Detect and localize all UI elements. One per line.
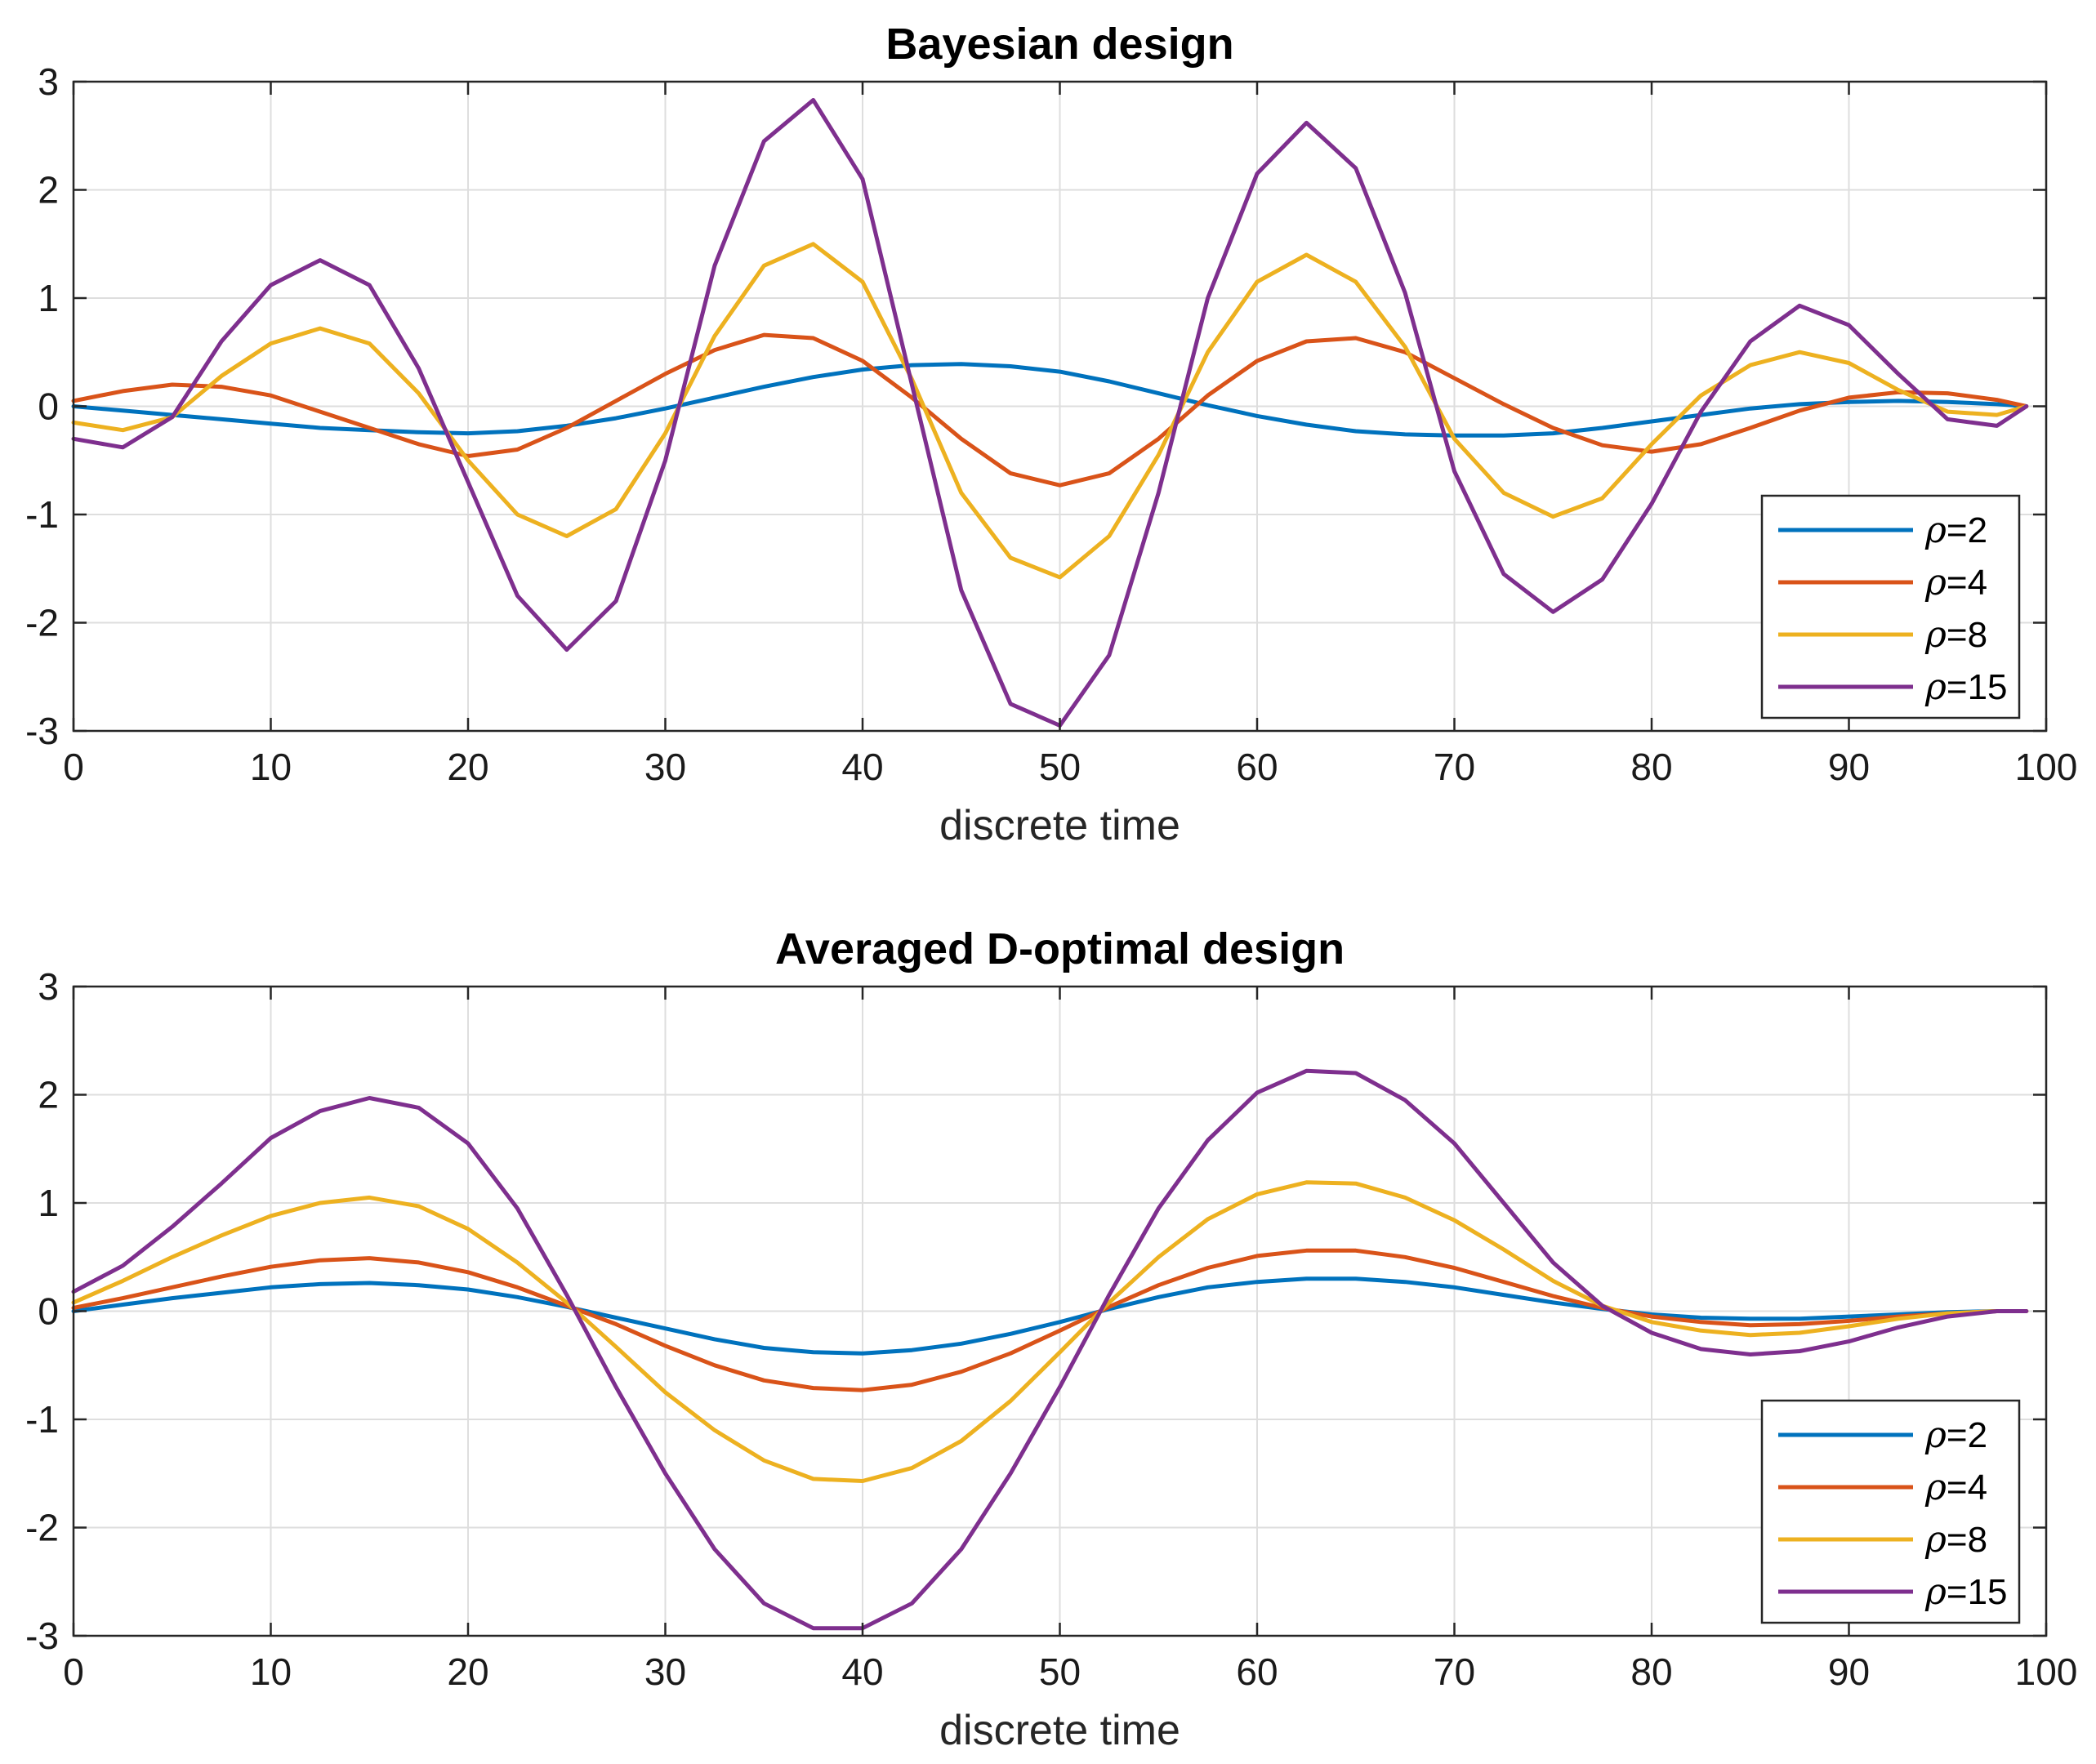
chart1-xlabel: discrete time bbox=[939, 1707, 1180, 1754]
chart1-legend-label-3: ρ=15 bbox=[1924, 1571, 2008, 1613]
chart1-series-line-0 bbox=[71, 1276, 2029, 1356]
chart0-legend-label-1: ρ=4 bbox=[1924, 562, 1987, 604]
chart1-series-line-2 bbox=[71, 1180, 2029, 1483]
chart1-legend-label-1: ρ=4 bbox=[1924, 1467, 1987, 1508]
chart0-xtick-label: 10 bbox=[250, 746, 292, 788]
chart1-series-line-3 bbox=[71, 1068, 2029, 1631]
chart1-legend-label-2: ρ=8 bbox=[1924, 1519, 1987, 1561]
chart0-ytick-label: 0 bbox=[38, 385, 59, 428]
chart0-xtick-label: 100 bbox=[2015, 746, 2078, 788]
chart0-ytick-label: 2 bbox=[38, 169, 59, 212]
chart1-title: Averaged D-optimal design bbox=[775, 924, 1345, 973]
chart0-legend-label-0: ρ=2 bbox=[1924, 510, 1987, 551]
chart0-series-line-0 bbox=[71, 362, 2029, 438]
chart1-ytick-label: 2 bbox=[38, 1074, 59, 1116]
chart0-ytick-label: -3 bbox=[25, 710, 59, 752]
chart0-legend-label-2: ρ=8 bbox=[1924, 614, 1987, 656]
chart1-xtick-label: 50 bbox=[1039, 1650, 1081, 1693]
chart1-ytick-label: -1 bbox=[25, 1398, 59, 1441]
chart0-xtick-label: 60 bbox=[1236, 746, 1278, 788]
chart1-legend-box bbox=[1760, 1399, 2021, 1624]
chart0-xtick-label: 20 bbox=[447, 746, 488, 788]
chart0-ytick-label: 3 bbox=[38, 60, 59, 103]
chart0-legend: ρ=2 ρ=4 ρ=8 ρ=15 bbox=[1760, 494, 2021, 719]
chart1-legend: ρ=2 ρ=4 ρ=8 ρ=15 bbox=[1760, 1399, 2021, 1624]
chart1-xtick-label: 20 bbox=[447, 1650, 488, 1693]
chart1-xtick-label: 100 bbox=[2015, 1650, 2078, 1693]
chart1-xtick-label: 80 bbox=[1630, 1650, 1672, 1693]
chart1-xtick-label: 90 bbox=[1828, 1650, 1870, 1693]
averaged-d-optimal-panel: 0 10 20 30 40 50 60 70 80 90 1003210-1-2-3Averaged… bbox=[25, 924, 2077, 1754]
chart1-ytick-label: 1 bbox=[38, 1182, 59, 1224]
chart0-legend-label-3: ρ=15 bbox=[1924, 666, 2008, 708]
chart1-xtick-label: 70 bbox=[1434, 1650, 1475, 1693]
chart0-xtick-label: 50 bbox=[1039, 746, 1081, 788]
chart0-legend-box bbox=[1760, 494, 2021, 719]
chart0-xtick-label: 70 bbox=[1434, 746, 1475, 788]
chart0-xtick-label: 30 bbox=[644, 746, 686, 788]
chart1-xtick-label: 10 bbox=[250, 1650, 292, 1693]
chart1-xtick-label: 60 bbox=[1236, 1650, 1278, 1693]
chart1-xtick-label: 30 bbox=[644, 1650, 686, 1693]
chart1-ytick-label: 3 bbox=[38, 965, 59, 1008]
bayesian-design-panel: 0 10 20 30 40 50 60 70 80 90 1003210-1-2-3Bayesian… bbox=[25, 20, 2077, 849]
chart0-ytick-label: 1 bbox=[38, 277, 59, 319]
chart1-xtick-label: 0 bbox=[63, 1650, 84, 1693]
chart1-xtick-label: 40 bbox=[841, 1650, 883, 1693]
chart0-series-line-1 bbox=[71, 332, 2029, 488]
chart0-ytick-label: -2 bbox=[25, 602, 59, 644]
chart1-ytick-label: -3 bbox=[25, 1615, 59, 1657]
chart0-xtick-label: 80 bbox=[1630, 746, 1672, 788]
chart0-xlabel: discrete time bbox=[939, 802, 1180, 849]
chart0-xtick-label: 90 bbox=[1828, 746, 1870, 788]
chart0-xtick-label: 40 bbox=[841, 746, 883, 788]
chart1-legend-label-0: ρ=2 bbox=[1924, 1414, 1987, 1456]
chart0-xtick-label: 0 bbox=[63, 746, 84, 788]
chart1-ytick-label: 0 bbox=[38, 1290, 59, 1333]
chart0-ytick-label: -1 bbox=[25, 493, 59, 536]
chart0-title: Bayesian design bbox=[885, 20, 1233, 69]
chart1-ytick-label: -2 bbox=[25, 1507, 59, 1549]
chart1-series-line-1 bbox=[71, 1248, 2029, 1392]
